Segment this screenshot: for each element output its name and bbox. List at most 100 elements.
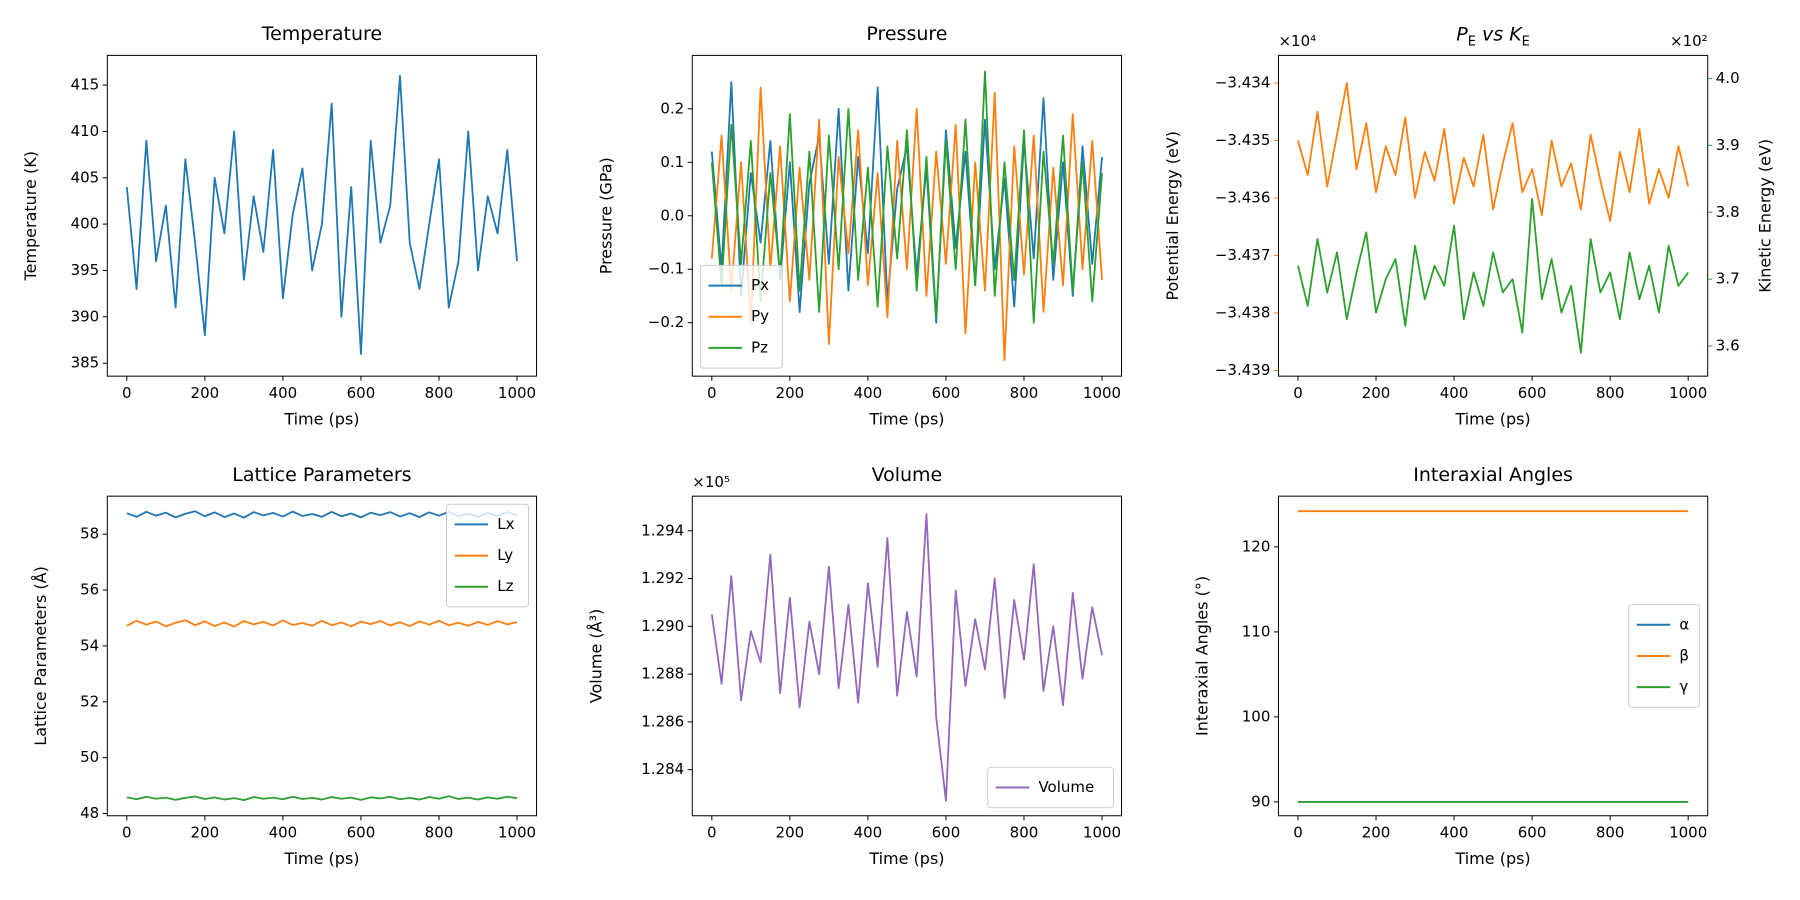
y-axis-label: Lattice Parameters (Å) <box>31 566 50 746</box>
legend-label: Volume <box>1038 778 1094 796</box>
legend-label: γ <box>1679 678 1688 696</box>
y2-tick-label: 3.8 <box>1716 203 1740 221</box>
x-tick-label: 0 <box>122 384 132 402</box>
x-tick-label: 1000 <box>1083 824 1121 842</box>
x-tick-label: 600 <box>347 384 376 402</box>
y-tick-label: −3.436 <box>1215 188 1271 206</box>
y-tick-label: 1.288 <box>641 665 684 683</box>
x-tick-label: 0 <box>1293 824 1303 842</box>
panel: 0 200 400 600 800 1000 −3.439 −3.438 −3.437 −3.43… <box>1163 23 1775 428</box>
x-tick-label: 0 <box>707 824 717 842</box>
axes-frame <box>691 495 1123 817</box>
x-tick-label: 400 <box>854 824 883 842</box>
y-axis-label: Potential Energy (eV) <box>1163 131 1182 301</box>
y-tick-label: 50 <box>80 748 99 766</box>
y-tick-label: 405 <box>71 168 100 186</box>
x-tick-label: 200 <box>191 824 220 842</box>
x-tick-label: 400 <box>1440 824 1469 842</box>
panel: 0 200 400 600 800 1000 −0.2 −0.1 0.0 0.1 0.2 Pressu… <box>596 23 1123 429</box>
legend-label: Py <box>751 307 769 325</box>
legend-label: β <box>1679 646 1689 664</box>
x-tick-label: 600 <box>347 824 376 842</box>
x-axis-label: Time (ps) <box>1454 849 1530 868</box>
y-axis-label: Temperature (K) <box>21 151 40 281</box>
y-tick-label: 120 <box>1242 537 1271 555</box>
y-tick-label: 1.286 <box>641 712 684 730</box>
y-tick-label: −3.438 <box>1215 303 1271 321</box>
y2-tick-label: 3.9 <box>1716 136 1740 154</box>
y-tick-label: 0.2 <box>660 99 684 117</box>
x-tick-label: 600 <box>1518 384 1547 402</box>
y-tick-label: 48 <box>80 804 99 822</box>
y-tick-label: 400 <box>71 215 100 233</box>
x-tick-label: 200 <box>1362 384 1391 402</box>
panel: 0 200 400 600 800 1000 90 100 110 120 Interaxial A… <box>1192 464 1709 868</box>
legend-label: Pz <box>751 338 768 356</box>
y-tick-label: 390 <box>71 307 100 325</box>
x-tick-label: 800 <box>1010 384 1039 402</box>
x-tick-label: 800 <box>425 384 454 402</box>
x-axis-label: Time (ps) <box>868 849 944 868</box>
x-tick-label: 200 <box>776 824 805 842</box>
y-tick-label: −3.434 <box>1215 73 1271 91</box>
y2-offset-label: ×10² <box>1670 32 1708 50</box>
y-tick-label: 415 <box>71 76 100 94</box>
y2-tick-label: 4.0 <box>1716 69 1740 87</box>
legend-label: α <box>1679 615 1689 633</box>
y-tick-label: −0.1 <box>648 260 684 278</box>
x-tick-label: 0 <box>122 824 132 842</box>
y-tick-label: 1.290 <box>641 617 684 635</box>
y-offset-label: ×10⁵ <box>692 473 730 491</box>
x-tick-label: 200 <box>1362 824 1391 842</box>
axes-frame <box>1277 495 1709 817</box>
x-tick-label: 800 <box>1596 384 1625 402</box>
x-tick-label: 400 <box>269 824 298 842</box>
axes-frame <box>106 54 538 377</box>
y-tick-label: −0.2 <box>648 313 684 331</box>
x-tick-label: 400 <box>854 384 883 402</box>
x-tick-label: 0 <box>707 384 717 402</box>
series-line <box>126 795 518 802</box>
panel: 0 200 400 600 800 1000 385 390 395 400 405 410 415 Te… <box>21 23 538 429</box>
y-tick-label: 1.294 <box>641 521 684 539</box>
y-tick-label: 56 <box>80 581 99 599</box>
legend-label: Lx <box>497 515 514 533</box>
chart-title: Interaxial Angles <box>1413 464 1573 486</box>
legend-box <box>987 766 1114 809</box>
panel: 0 200 400 600 800 1000 48 50 52 54 56 58 Lattice Par… <box>31 464 538 868</box>
legend-label: Px <box>751 276 769 294</box>
x-tick-label: 400 <box>1440 384 1469 402</box>
y-tick-label: 395 <box>71 261 100 279</box>
x-tick-label: 1000 <box>498 824 536 842</box>
legend-label: Lz <box>497 577 513 595</box>
y-tick-label: −3.439 <box>1215 361 1271 379</box>
chart-title: Lattice Parameters <box>232 464 411 486</box>
x-tick-label: 600 <box>932 384 961 402</box>
axes-frame <box>1277 54 1709 377</box>
x-tick-label: 800 <box>425 824 454 842</box>
x-tick-label: 0 <box>1293 384 1303 402</box>
x-tick-label: 600 <box>932 824 961 842</box>
chart-title: Pressure <box>866 23 947 45</box>
y-axis-label: Volume (Å³) <box>587 609 606 703</box>
series-line <box>1297 197 1689 354</box>
panel: 0 200 400 600 800 1000 1.284 1.286 1.288 1.290 1.2… <box>587 464 1123 868</box>
series-line <box>125 74 518 355</box>
x-axis-label: Time (ps) <box>1454 410 1530 429</box>
y2-axis-label: Kinetic Energy (eV) <box>1755 139 1774 293</box>
series-line <box>710 70 1103 324</box>
series-line <box>710 86 1103 362</box>
y-tick-label: 385 <box>71 354 100 372</box>
y-axis-label: Interaxial Angles (°) <box>1192 576 1211 736</box>
series-line <box>710 513 1103 802</box>
y-tick-label: 0.1 <box>660 153 684 171</box>
y-offset-label: ×10⁴ <box>1278 32 1316 50</box>
y-tick-label: 90 <box>1251 792 1270 810</box>
y2-tick-label: 3.6 <box>1716 337 1740 355</box>
x-axis-label: Time (ps) <box>868 410 944 429</box>
axes-frame <box>106 495 538 817</box>
x-tick-label: 200 <box>191 384 220 402</box>
